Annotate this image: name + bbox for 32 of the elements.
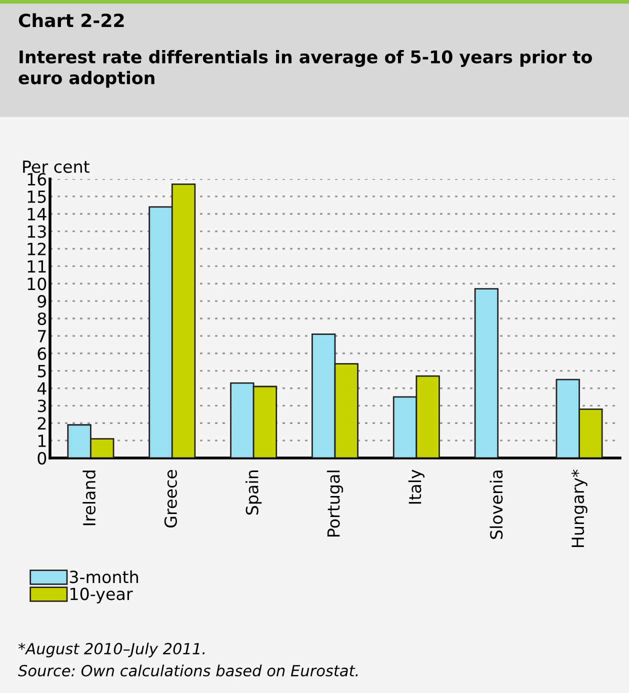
y-tick-label: 16 — [28, 172, 46, 186]
y-axis-title: Per cent — [23, 160, 90, 173]
y-tick-label: 7 — [38, 330, 46, 342]
x-tick-label: Greece — [164, 470, 177, 528]
x-tick-label: Ireland — [82, 470, 96, 526]
y-tick-label: 11 — [28, 260, 46, 273]
legend-label: 3-month — [70, 570, 138, 584]
y-tick-label: 3 — [38, 400, 46, 412]
x-tick-label: Hungary* — [572, 470, 588, 547]
y-tick-label: 4 — [37, 382, 46, 395]
source-note: Source: Own calculations based on Eurostat. — [18, 664, 358, 676]
y-tick-label: 10 — [28, 278, 46, 290]
bar — [474, 288, 499, 458]
legend-label: 10-year — [70, 588, 133, 604]
y-tick-label: 14 — [28, 208, 46, 220]
chart-title: Chart 2-22 — [18, 13, 124, 28]
y-tick-label: 6 — [38, 347, 46, 360]
x-tick-label: Spain — [246, 470, 262, 515]
text: *August 2010–July 2011. — [18, 642, 205, 658]
chart-subtitle: Interest rate differentials in average of 5-10 years prior to euro adoption — [18, 50, 592, 88]
y-tick-label: 1 — [38, 434, 46, 447]
y-tick-label: 15 — [28, 190, 46, 204]
y-tick-label: 9 — [38, 295, 46, 308]
y-tick-label: 8 — [38, 312, 46, 326]
x-tick-label: Italy — [408, 470, 424, 504]
y-tick-label: 13 — [28, 225, 46, 238]
y-tick-label: 5 — [38, 364, 46, 378]
y-tick-label: 2 — [38, 417, 46, 430]
y-tick-label: 0 — [38, 452, 46, 465]
x-tick-label: Portugal — [326, 470, 344, 536]
x-tick-label: Slovenia — [490, 470, 503, 539]
y-tick-label: 12 — [28, 242, 46, 256]
